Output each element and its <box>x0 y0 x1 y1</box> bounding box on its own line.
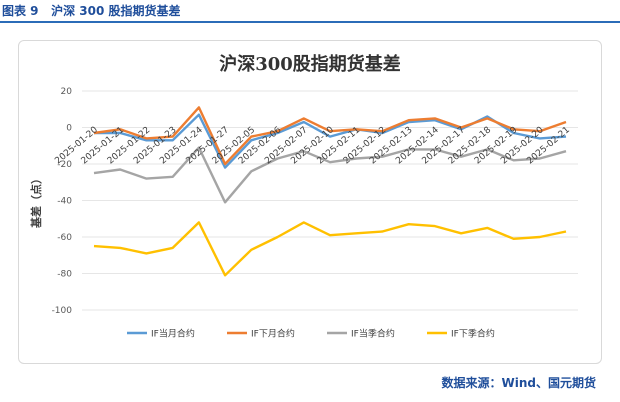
y-axis-title: 基差（点） <box>29 173 43 229</box>
series-line <box>93 106 567 166</box>
x-axis: 2025-01-202025-01-212025-01-222025-01-23… <box>53 125 572 166</box>
y-tick-label: -20 <box>57 160 72 170</box>
legend-label: IF当月合约 <box>151 328 195 340</box>
y-tick-label: -60 <box>57 233 72 243</box>
y-tick-label: -40 <box>57 197 72 207</box>
gridlines <box>82 90 578 311</box>
caption-divider <box>0 21 620 23</box>
series-line <box>93 146 567 204</box>
y-tick-label: -80 <box>57 270 72 280</box>
y-axis: 20 0 -20 -40 -60 -80 -100 <box>52 87 73 316</box>
series-lines <box>93 106 567 277</box>
figure-label: 图表 9 <box>2 4 39 18</box>
series-line <box>93 221 567 277</box>
legend: IF当月合约 IF下月合约 IF当季合约 IF下季合约 <box>127 328 495 340</box>
y-tick-label: 0 <box>66 124 72 134</box>
data-source: 数据来源：Wind、国元期货 <box>441 376 596 390</box>
chart-title: 沪深300股指期货基差 <box>219 54 401 75</box>
figure-title: 沪深 300 股指期货基差 <box>51 4 181 18</box>
legend-label: IF下月合约 <box>251 328 295 340</box>
y-tick-label: -100 <box>52 306 73 316</box>
figure-caption: 图表 9 沪深 300 股指期货基差 <box>2 2 180 19</box>
y-tick-label: 20 <box>61 87 73 97</box>
legend-label: IF下季合约 <box>451 328 495 340</box>
legend-label: IF当季合约 <box>351 328 395 340</box>
series-line <box>94 113 567 169</box>
